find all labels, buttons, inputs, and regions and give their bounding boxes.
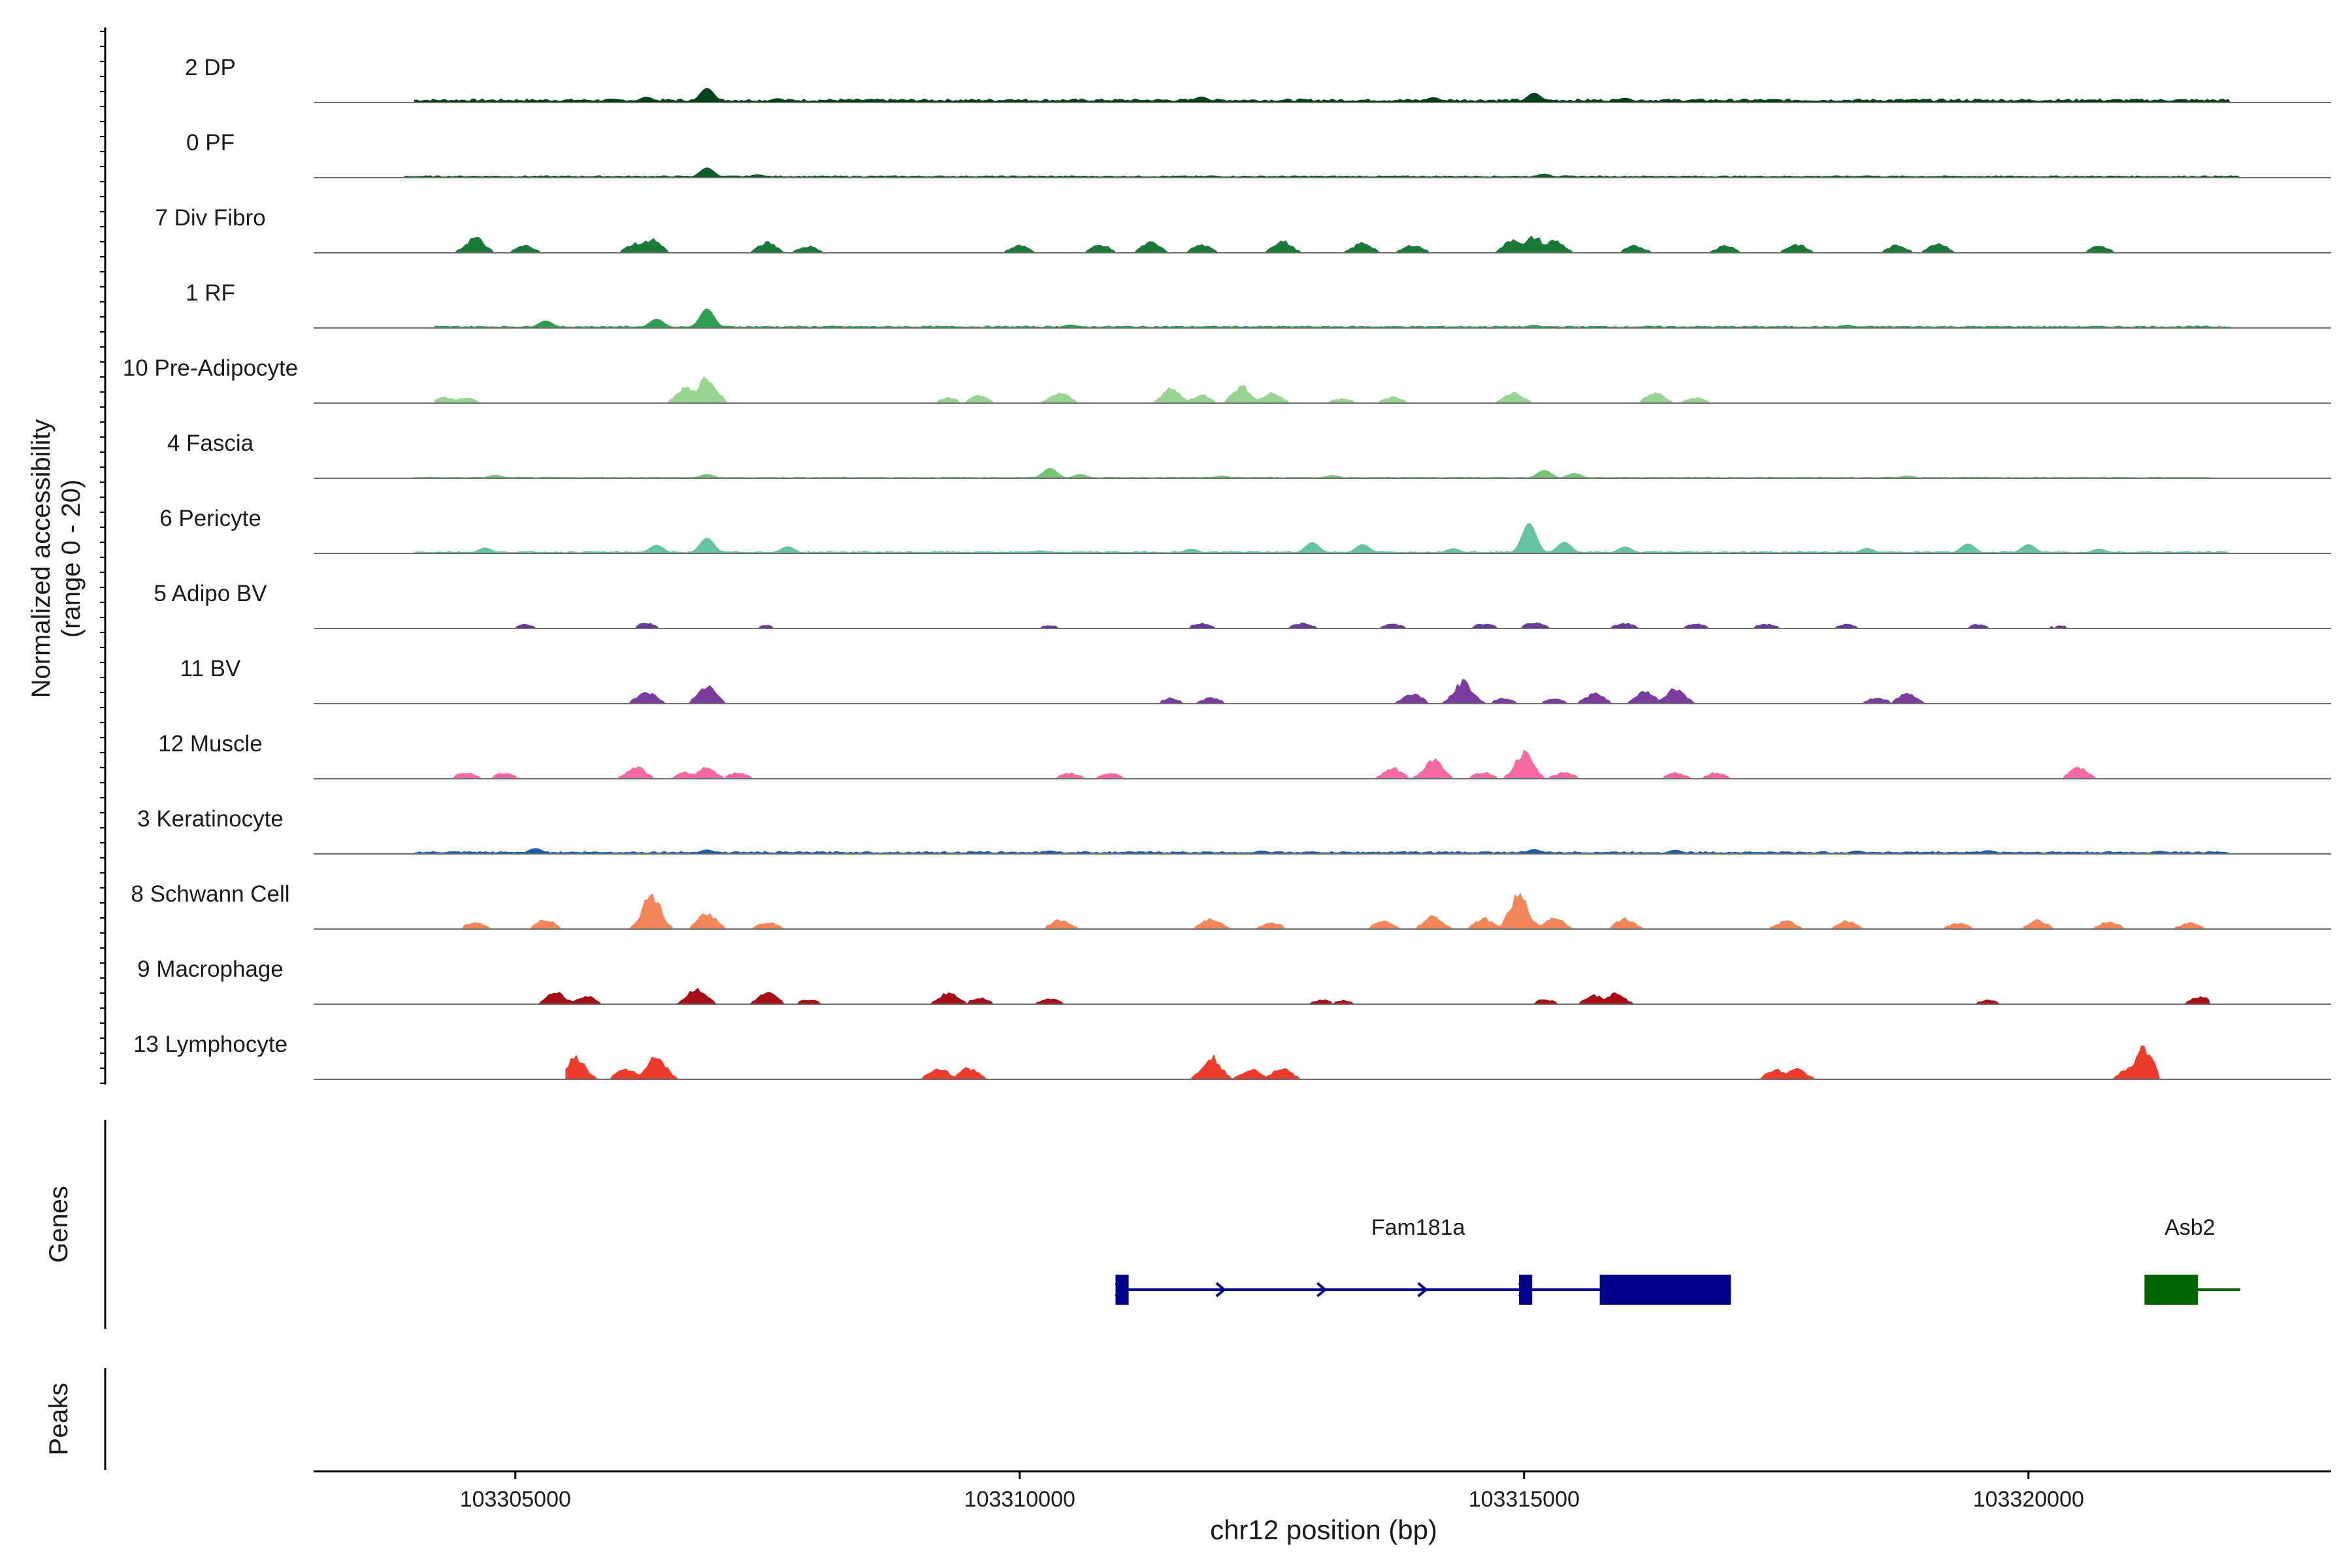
gene-label: Asb2 [2164,1215,2215,1240]
coverage-area [414,468,2211,479]
x-tick-label: 103310000 [964,1487,1075,1512]
track-label: 2 DP [185,55,236,80]
strand-arrow [1417,1282,1428,1298]
coverage-area [525,988,2211,1005]
track-9-macrophage: 9 Macrophage [137,956,2331,1005]
track-label: 10 Pre-Adipocyte [123,355,298,381]
coverage-area [414,88,2231,103]
track-label: 4 Fascia [167,431,254,456]
strand-arrow [1115,1282,1126,1298]
coverage-area [455,622,2200,629]
gene-label: Fam181a [1371,1215,1465,1240]
track-label: 7 Div Fibro [155,205,265,231]
x-axis-ticks: 103305000 103310000 103315000 103320000 [460,1471,2084,1512]
coverage-area [626,678,1928,704]
track-4-fascia: 4 Fascia [167,431,2331,479]
gene-fam181a: Fam181a [1115,1215,1731,1305]
track-6-pericyte: 6 Pericyte [159,506,2331,554]
track-2-dp: 2 DP [185,55,2331,103]
gene-annotation-track: Fam181a Asb2 [1115,1215,2241,1305]
coverage-area [565,1045,2161,1080]
coverage-area [434,308,2231,329]
track-label: 13 Lymphocyte [133,1032,287,1057]
coverage-area [414,523,2230,554]
track-11-bv: 11 BV [180,656,2331,704]
track-label: 11 BV [180,656,241,681]
x-axis-title: chr12 position (bp) [1210,1514,1437,1545]
y-axis-title-line2: (range 0 - 20) [57,480,86,638]
coverage-tracks: 2 DP 0 PF 7 Div Fibro 1 RF 10 Pre-Adipocyte 4… [123,55,2331,1080]
x-tick-label: 103320000 [1973,1487,2084,1512]
coverage-area [454,235,2130,253]
x-tick-label: 103305000 [460,1487,571,1512]
track-label: 8 Schwann Cell [131,881,289,907]
track-label: 0 PF [186,130,235,155]
strand-arrow [1316,1282,1328,1298]
peaks-axis-title: Peaks [44,1382,73,1455]
strand-arrow [1215,1282,1227,1298]
track-0-pf: 0 PF [186,130,2331,178]
coverage-area [404,167,2242,178]
track-5-adipo-bv: 5 Adipo BV [154,581,2331,629]
gene-exon [2144,1275,2198,1305]
track-3-keratinocyte: 3 Keratinocyte [137,806,2331,855]
track-label: 9 Macrophage [137,956,284,982]
gene-exon [1599,1275,1731,1305]
track-label: 6 Pericyte [159,506,261,531]
track-label: 5 Adipo BV [154,581,267,606]
strand-arrow [1518,1282,1529,1298]
track-8-schwann-cell: 8 Schwann Cell [131,881,2331,930]
track-1-rf: 1 RF [186,280,2331,329]
coverage-area [414,848,2230,855]
x-tick-label: 103315000 [1469,1487,1580,1512]
track-label: 3 Keratinocyte [137,806,284,832]
gene-asb2: Asb2 [2144,1215,2241,1305]
track-10-pre-adipocyte: 10 Pre-Adipocyte [123,355,2331,404]
track-label: 12 Muscle [158,731,263,757]
accessibility-y-axis [100,27,106,1085]
genes-axis-title: Genes [44,1186,73,1263]
track-12-muscle: 12 Muscle [158,731,2331,779]
track-13-lymphocyte: 13 Lymphocyte [133,1032,2331,1080]
coverage-area [444,749,2099,779]
coverage-area [404,892,2240,930]
coverage-area [434,376,2200,404]
y-axis-title-line1: Normalized accessibility [27,419,56,698]
track-label: 1 RF [186,280,235,306]
track-7-div-fibro: 7 Div Fibro [155,205,2331,253]
